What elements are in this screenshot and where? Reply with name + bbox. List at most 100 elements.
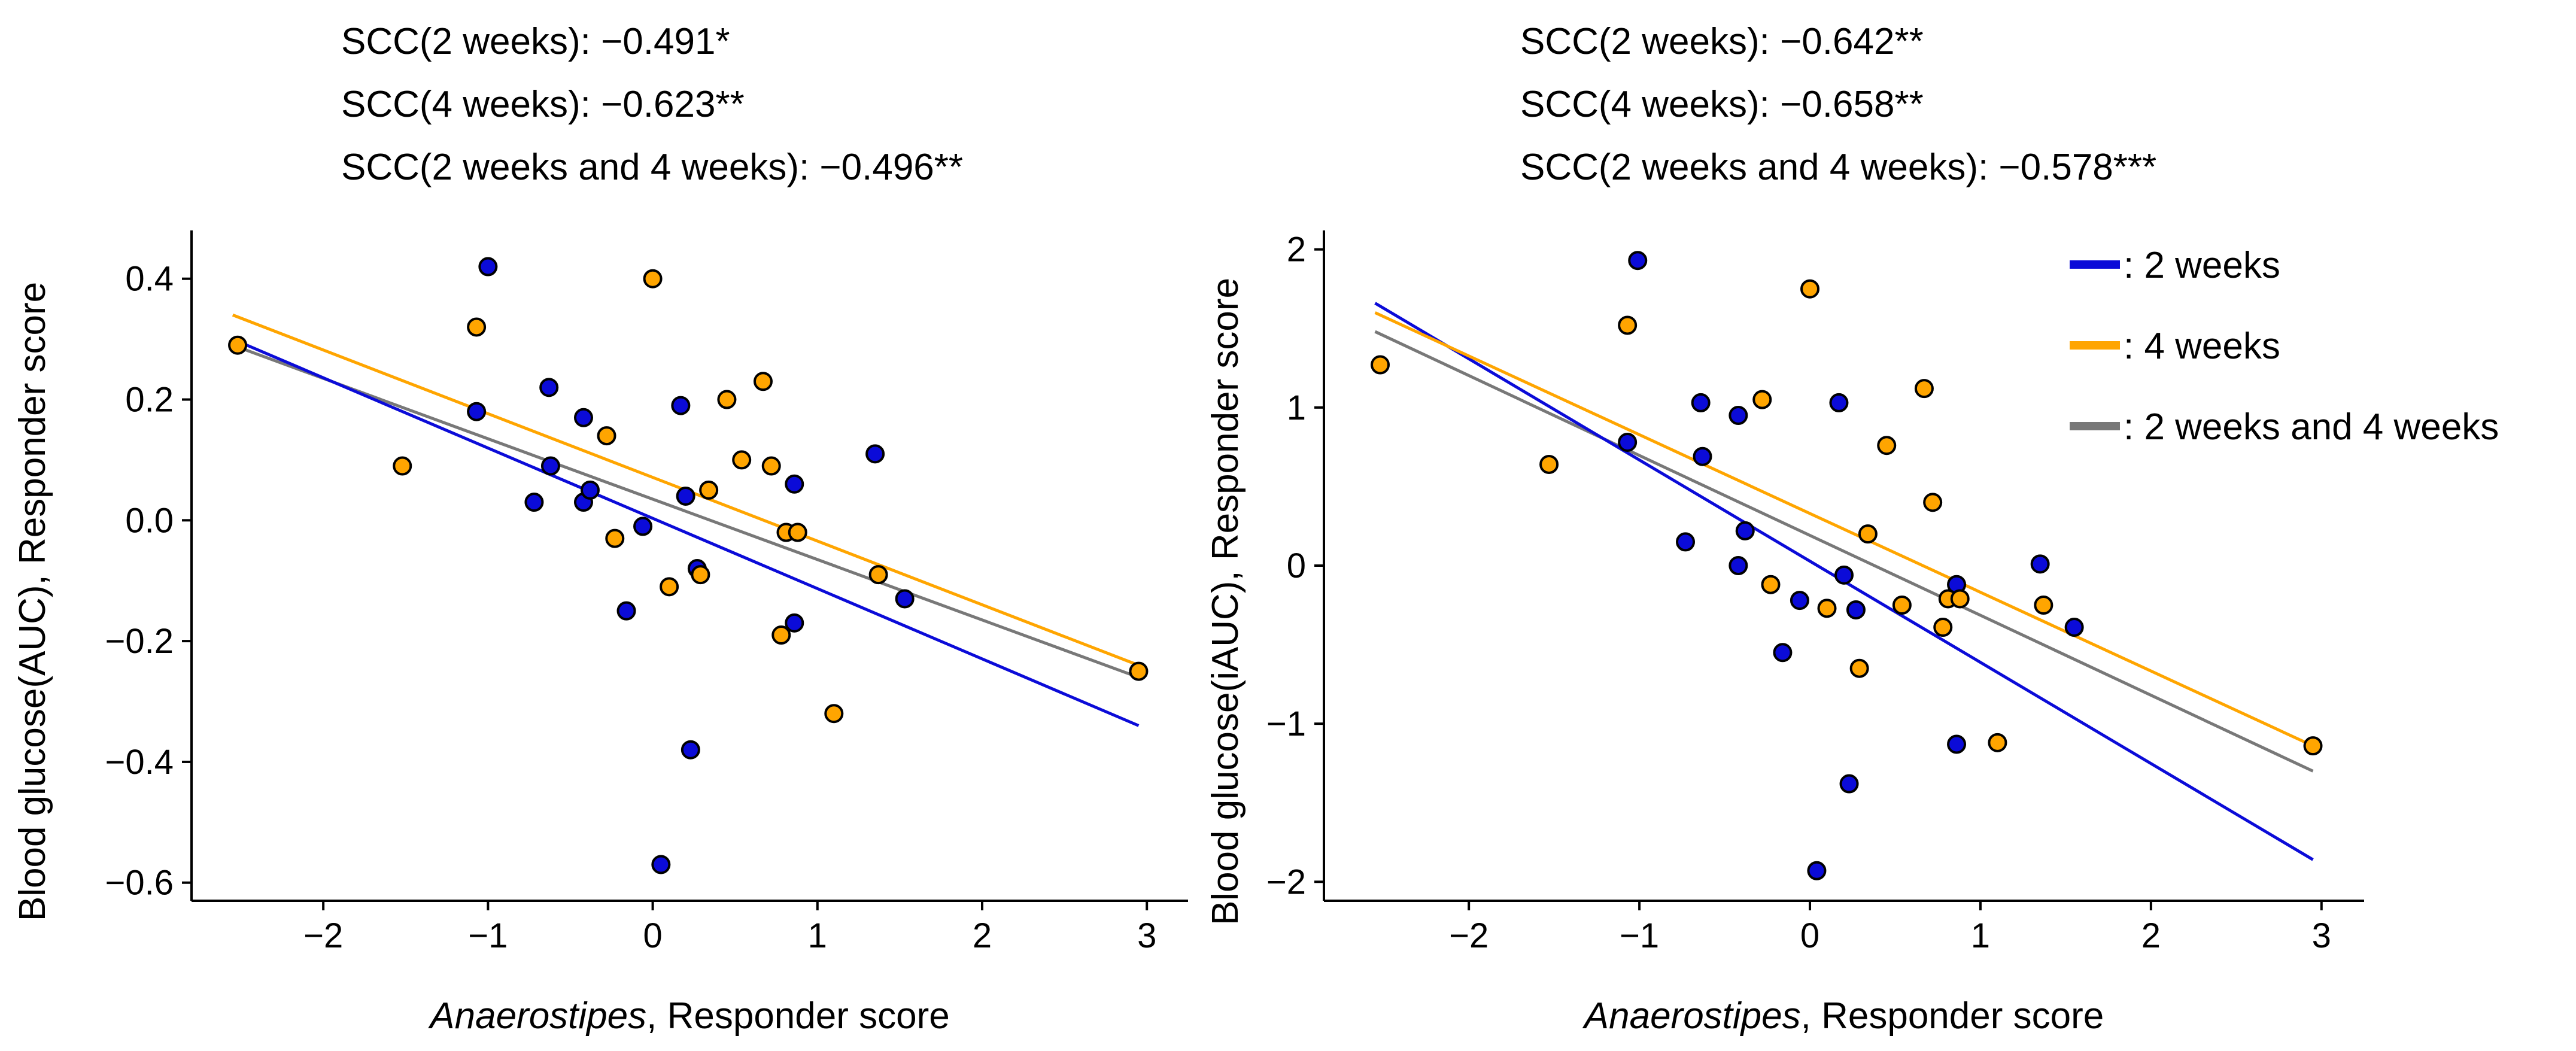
y-tick-label: 0.0 xyxy=(125,501,174,540)
data-point-2-weeks xyxy=(865,444,885,464)
x-tick-label: 2 xyxy=(2141,916,2161,955)
x-tick-label: −1 xyxy=(468,916,508,955)
data-point-4-weeks xyxy=(824,704,844,724)
data-point-4-weeks xyxy=(1761,575,1781,594)
y-axis-title: Blood glucose(iAUC), Responder score xyxy=(1205,278,1246,925)
data-point-4-weeks xyxy=(1877,436,1897,455)
legend-label: : 2 weeks and 4 weeks xyxy=(2124,406,2499,448)
data-point-4-weeks xyxy=(1539,454,1559,474)
data-point-2-weeks xyxy=(651,855,671,874)
scc-annotation: SCC(2 weeks and 4 weeks): −0.578*** xyxy=(1520,147,2156,188)
data-point-2-weeks xyxy=(1839,774,1859,794)
chart-panel-left: SCC(2 weeks): −0.491* SCC(4 weeks): −0.62… xyxy=(12,21,1188,1037)
data-point-4-weeks xyxy=(2034,596,2053,615)
fit-line-2-weeks-and-4-weeks xyxy=(232,344,1140,679)
data-point-2-weeks xyxy=(1676,532,1696,552)
x-tick-label: 2 xyxy=(973,916,992,955)
data-point-2-weeks xyxy=(1729,406,1748,426)
y-tick-label: 0.4 xyxy=(125,260,174,299)
x-tick-label: −2 xyxy=(1449,916,1489,955)
data-point-2-weeks xyxy=(2064,618,2084,637)
data-point-2-weeks xyxy=(1807,861,1827,880)
data-point-2-weeks xyxy=(573,408,593,427)
legend: : 2 weeks : 4 weeks : 2 weeks and 4 weeks xyxy=(2070,245,2499,448)
data-point-4-weeks xyxy=(1950,589,1970,609)
data-point-4-weeks xyxy=(1988,733,2007,752)
data-point-2-weeks xyxy=(895,589,915,609)
data-point-4-weeks xyxy=(643,269,663,288)
data-point-2-weeks xyxy=(1628,251,1648,271)
y-tick-label: 2 xyxy=(1287,230,1306,269)
data-point-4-weeks xyxy=(1618,315,1638,335)
data-point-2-weeks xyxy=(1693,446,1712,466)
data-point-4-weeks xyxy=(393,456,412,476)
x-axis-title-italic: Anaerostipes xyxy=(427,995,646,1037)
data-point-2-weeks xyxy=(540,456,560,476)
data-point-2-weeks xyxy=(478,257,498,277)
data-point-4-weeks xyxy=(1933,618,1953,637)
data-point-4-weeks xyxy=(605,528,625,548)
data-point-4-weeks xyxy=(1817,599,1837,618)
scc-annotation: SCC(4 weeks): −0.658** xyxy=(1520,84,1924,125)
y-tick-label: 0 xyxy=(1287,546,1306,585)
data-point-2-weeks xyxy=(467,402,487,421)
scc-annotation: SCC(4 weeks): −0.623** xyxy=(341,84,745,125)
data-point-4-weeks xyxy=(2303,736,2323,756)
data-point-4-weeks xyxy=(771,625,791,645)
data-point-4-weeks xyxy=(753,372,773,391)
data-point-2-weeks xyxy=(616,601,636,621)
data-point-4-weeks xyxy=(228,335,248,355)
scc-annotation: SCC(2 weeks): −0.491* xyxy=(341,21,730,62)
y-tick-label: −2 xyxy=(1266,862,1306,901)
y-tick-label: 1 xyxy=(1287,388,1306,427)
data-point-2-weeks xyxy=(581,480,600,500)
data-point-4-weeks xyxy=(597,426,616,446)
data-point-4-weeks xyxy=(868,565,888,585)
fit-line-4-weeks xyxy=(1374,311,2314,748)
legend-label: : 4 weeks xyxy=(2124,326,2280,367)
x-axis-title: Anaerostipes, Responder score xyxy=(427,995,950,1037)
data-point-4-weeks xyxy=(1858,524,1878,544)
data-point-4-weeks xyxy=(1800,279,1820,299)
fit-line-2-weeks xyxy=(232,338,1140,727)
data-point-2-weeks xyxy=(1618,432,1638,452)
data-point-2-weeks xyxy=(676,486,695,506)
data-point-4-weeks xyxy=(1923,493,1943,512)
data-point-4-weeks xyxy=(1129,661,1149,681)
data-point-4-weeks xyxy=(660,577,679,597)
scc-annotation: SCC(2 weeks and 4 weeks): −0.496** xyxy=(341,147,963,188)
data-point-4-weeks xyxy=(1849,658,1869,678)
data-point-2-weeks xyxy=(633,517,653,536)
y-tick-label: −0.2 xyxy=(105,622,174,661)
y-tick-label: −1 xyxy=(1266,704,1306,743)
data-point-4-weeks xyxy=(1752,390,1772,409)
data-point-4-weeks xyxy=(761,456,781,476)
data-point-2-weeks xyxy=(1829,393,1849,412)
data-point-2-weeks xyxy=(1735,521,1755,540)
x-tick-label: 0 xyxy=(643,916,662,955)
data-point-4-weeks xyxy=(732,450,752,470)
data-point-4-weeks xyxy=(788,523,807,542)
y-tick-label: −0.6 xyxy=(105,864,174,903)
x-tick-label: −2 xyxy=(303,916,343,955)
scc-annotation: SCC(2 weeks): −0.642** xyxy=(1520,21,1924,62)
data-point-2-weeks xyxy=(1846,600,1866,619)
y-tick-label: 0.2 xyxy=(125,381,174,420)
x-tick-label: 1 xyxy=(1971,916,1990,955)
data-point-2-weeks xyxy=(2030,554,2050,574)
data-point-2-weeks xyxy=(539,378,559,397)
data-point-2-weeks xyxy=(1773,643,1793,663)
data-point-2-weeks xyxy=(681,740,700,760)
x-tick-label: 0 xyxy=(1800,916,1819,955)
x-axis-title-rest: , Responder score xyxy=(1801,995,2104,1037)
data-point-2-weeks xyxy=(1729,556,1748,575)
legend-label: : 2 weeks xyxy=(2124,245,2280,286)
x-tick-label: −1 xyxy=(1620,916,1659,955)
data-point-2-weeks xyxy=(785,474,804,494)
data-point-4-weeks xyxy=(691,565,710,585)
data-point-4-weeks xyxy=(1914,379,1934,399)
data-point-2-weeks xyxy=(671,396,691,415)
data-point-2-weeks xyxy=(1691,393,1711,412)
x-tick-label: 3 xyxy=(2312,916,2331,955)
